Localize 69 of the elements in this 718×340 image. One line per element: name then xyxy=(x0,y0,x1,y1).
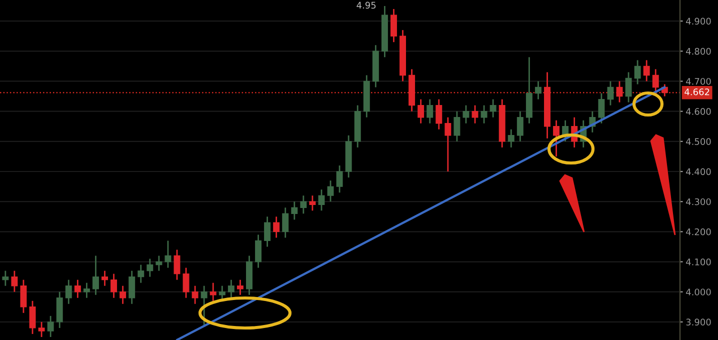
y-tick-label: 4.800 xyxy=(686,48,711,55)
candlestick xyxy=(83,282,90,299)
candlestick xyxy=(318,188,325,212)
candlestick xyxy=(228,279,234,299)
candlestick xyxy=(192,285,198,305)
candlestick xyxy=(652,68,659,94)
candlestick xyxy=(436,98,442,130)
candlestick xyxy=(74,279,81,299)
candlestick xyxy=(598,92,605,124)
y-tick-label: 4.500 xyxy=(686,138,711,145)
candlestick xyxy=(156,255,162,272)
candlestick xyxy=(336,164,343,194)
candlestick xyxy=(634,59,641,85)
candlestick xyxy=(273,216,280,238)
annotation: 4.95 xyxy=(356,2,376,9)
y-tick-label: 4.400 xyxy=(686,168,711,176)
y-tick-label: 4.100 xyxy=(686,258,711,266)
y-tick-label: 4.700 xyxy=(686,78,711,85)
candlestick xyxy=(110,273,118,299)
candlestick xyxy=(11,270,18,293)
y-tick-label: 4.600 xyxy=(686,108,711,115)
candlestick xyxy=(182,267,190,299)
candlestick xyxy=(616,80,623,103)
candlestick xyxy=(444,116,452,172)
candlestick xyxy=(553,120,560,158)
candlestick xyxy=(210,282,216,302)
candlestick xyxy=(625,72,632,103)
candlestick xyxy=(534,80,542,100)
candlestick xyxy=(174,249,180,281)
ref-line-label: 4.662 xyxy=(684,88,710,96)
y-tick-label: 3.900 xyxy=(686,318,711,326)
candlestick xyxy=(236,279,244,296)
candlestick xyxy=(480,104,488,124)
candlestick xyxy=(291,200,298,220)
candlestick xyxy=(47,315,54,338)
candlestick xyxy=(516,110,524,142)
y-tick-label: 4.200 xyxy=(686,228,711,236)
candlestick xyxy=(264,216,271,248)
candlestick xyxy=(65,279,72,305)
candlestick xyxy=(426,98,434,124)
candlestick xyxy=(607,80,614,106)
candlestick xyxy=(2,270,9,287)
candlestick xyxy=(138,264,144,284)
candlestick xyxy=(643,59,650,82)
candlestick xyxy=(508,128,514,148)
candlestick xyxy=(390,8,397,43)
candlestick xyxy=(490,98,496,118)
candlestick xyxy=(454,110,460,142)
candlestick xyxy=(38,321,45,338)
candlestick xyxy=(120,285,126,305)
candlestick xyxy=(146,258,154,278)
candlestick xyxy=(29,300,36,335)
candlestick xyxy=(282,206,289,238)
y-tick-label: 4.900 xyxy=(686,18,711,25)
candlestick xyxy=(200,285,208,326)
candlestick xyxy=(309,194,316,212)
candlestick xyxy=(164,240,172,268)
candlestick xyxy=(462,104,470,124)
y-tick-label: 4.000 xyxy=(686,288,711,296)
candlestick xyxy=(255,234,262,268)
candlestick xyxy=(128,270,136,305)
candlestick xyxy=(20,279,27,314)
candlestick xyxy=(418,98,424,124)
candlestick xyxy=(102,270,108,287)
candlestick xyxy=(472,104,478,124)
y-tick-label: 4.300 xyxy=(686,198,711,206)
candlestick xyxy=(327,180,334,202)
candlestick xyxy=(92,255,99,296)
candlestick xyxy=(300,194,307,214)
